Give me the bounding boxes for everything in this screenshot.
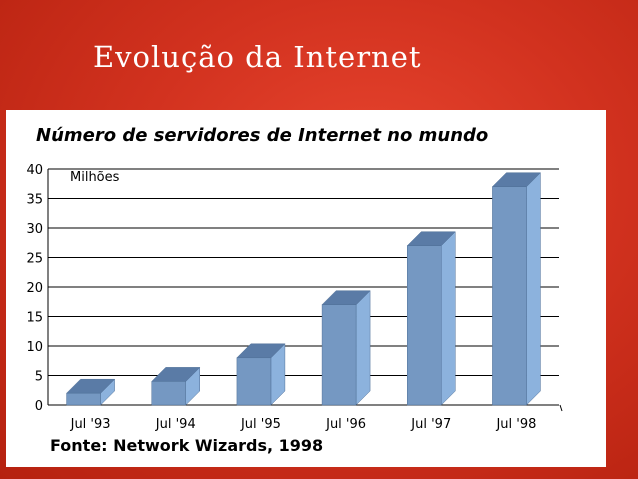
bar-front <box>66 392 101 406</box>
bar <box>406 231 456 406</box>
source-note: Fonte: Network Wizards, 1998 <box>50 436 323 455</box>
x-tick-label: Jul '96 <box>325 417 366 432</box>
y-tick-label: 30 <box>26 222 43 237</box>
bar-front <box>321 304 357 406</box>
x-tick-label: Jul '98 <box>495 417 536 432</box>
y-tick-label: 35 <box>26 193 43 208</box>
y-tick-label: 40 <box>26 163 43 178</box>
bars <box>65 172 542 406</box>
bar-front <box>236 357 272 406</box>
bar <box>236 343 286 406</box>
y-tick-label: 5 <box>35 370 43 385</box>
bar <box>321 290 371 406</box>
bar-chart: Número de servidores de Internet no mund… <box>26 125 563 455</box>
x-tick-label: Jul '94 <box>155 417 196 432</box>
slide-title: Evolução da Internet <box>93 40 422 74</box>
y-tick-label: 15 <box>26 311 43 326</box>
axis-corner-mark <box>559 404 563 412</box>
y-tick-label: 25 <box>26 252 43 267</box>
y-axis: 0 5 10 15 20 25 30 35 40 <box>26 163 563 414</box>
y-tick-label: 10 <box>26 340 43 355</box>
x-tick-label: Jul '95 <box>240 417 281 432</box>
x-tick-label: Jul '97 <box>410 417 451 432</box>
x-axis: Jul '93 Jul '94 Jul '95 Jul '96 Jul '97 Jul '… <box>70 417 537 432</box>
bar-front <box>492 186 527 406</box>
chart-title: Número de servidores de Internet no mund… <box>36 125 488 146</box>
bar-front <box>407 245 442 406</box>
bar <box>65 378 116 406</box>
gridlines <box>48 168 559 406</box>
bar-side <box>441 231 456 406</box>
y-tick-label: 20 <box>26 281 43 296</box>
bar <box>491 172 542 406</box>
y-tick-label: 0 <box>35 399 43 414</box>
y-unit-label: Milhões <box>70 170 120 185</box>
bar-side <box>355 290 371 406</box>
bar <box>151 366 201 406</box>
bar-front <box>151 381 186 406</box>
bar-side <box>526 172 541 406</box>
chart-panel: Número de servidores de Internet no mund… <box>6 110 606 467</box>
x-tick-label: Jul '93 <box>70 417 111 432</box>
